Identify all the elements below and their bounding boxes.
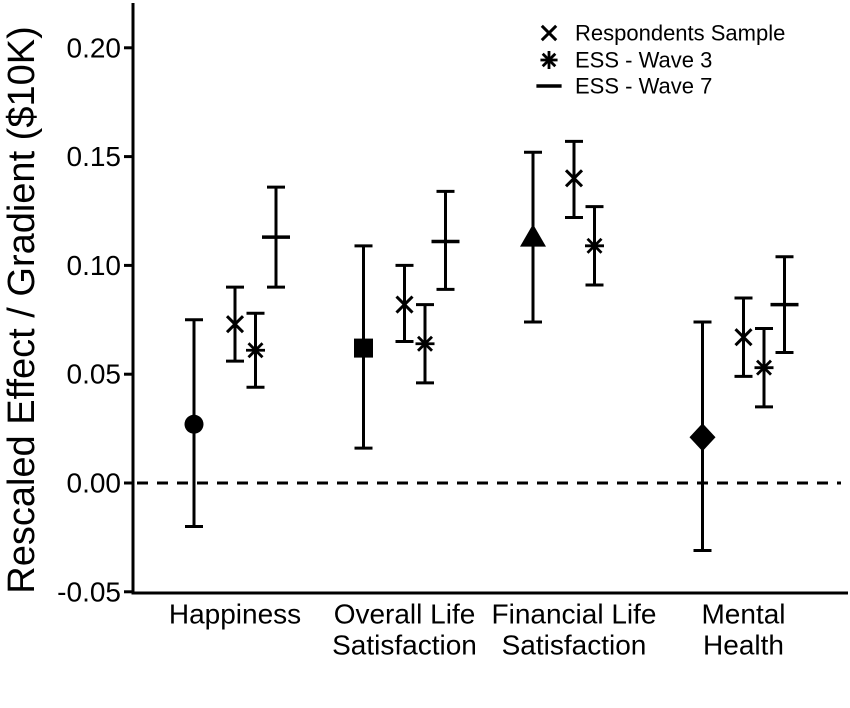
marker-diamond [689,423,716,452]
x-category-labels-group: Happiness Overall LifeSatisfactionFinanci… [169,599,786,661]
legend-item: ESS - Wave 7 [536,74,712,99]
x-category-label: Satisfaction [332,630,477,661]
legend-label: ESS - Wave 7 [575,74,712,99]
x-category-label: Health [703,630,784,661]
y-axis-title: Rescaled Effect / Gradient ($10K) [1,26,43,593]
legend-item: ESS - Wave 3 [540,48,712,73]
y-tick-label: 0.15 [67,141,122,172]
x-category-label: Overall Life [334,599,476,630]
y-tick-label: 0.10 [67,250,122,281]
legend-label: ESS - Wave 3 [575,48,712,73]
marker-x [564,169,584,188]
x-category-label: Financial Life [492,599,657,630]
y-tick-label: 0.20 [67,32,122,63]
legend-label: Respondents Sample [575,21,785,46]
marker-asterisk [756,359,772,376]
y-tick-label: 0.05 [67,359,122,390]
marker-x [395,295,414,314]
x-category-label: Mental [701,599,785,630]
marker-asterisk [417,335,433,352]
x-category-label: Satisfaction [502,630,647,661]
marker-triangle [520,224,546,247]
marker-circle [184,414,204,434]
marker-x [225,315,245,334]
y-tick-label: 0.00 [67,468,122,499]
y-tick-label: -0.05 [57,576,121,607]
marker-asterisk [586,237,603,254]
x-category-label: Happiness [169,599,301,630]
axis-lines-group [131,3,848,595]
data-series-group [184,139,799,552]
marker-square [354,338,373,358]
marker-x [540,24,558,42]
marker-asterisk [247,342,264,359]
marker-x [734,328,753,347]
marker-asterisk [541,52,557,68]
y-ticks-group: 0.20 0.15 0.10 0.05 0.00 -0.05 [57,32,133,607]
asterisk-icon [540,51,558,69]
legend-item: Respondents Sample [540,21,785,46]
x-icon [540,24,558,42]
